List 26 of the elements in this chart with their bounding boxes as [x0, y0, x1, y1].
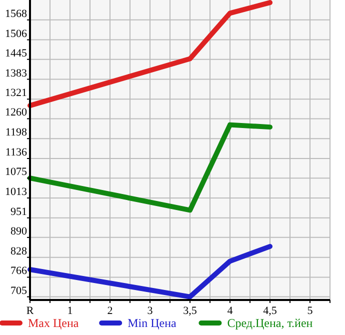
y-tick-label: 1075 — [5, 166, 28, 178]
y-tick-label: 705 — [10, 284, 28, 297]
y-tick-label: 1568 — [5, 8, 28, 20]
x-tick-label: 2 — [107, 305, 113, 317]
y-tick-label: 766 — [10, 265, 28, 278]
y-tick-label: 1445 — [5, 47, 28, 60]
x-tick-label: 1 — [67, 305, 73, 317]
x-tick-label: 4 — [227, 305, 234, 317]
y-tick-label: 1136 — [5, 146, 28, 159]
y-tick-label: 951 — [10, 206, 27, 218]
legend-label: Сред.Цена, т.йен — [227, 316, 314, 330]
y-tick-label: 890 — [10, 225, 28, 238]
x-tick-label: R — [26, 305, 34, 317]
x-tick-label: 4,5 — [263, 305, 278, 317]
y-tick-label: 1013 — [5, 186, 28, 198]
legend-label: Max Цена — [28, 316, 80, 330]
y-tick-label: 1506 — [5, 28, 28, 40]
legend-label: Min Цена — [128, 316, 178, 330]
x-tick-label: 3,5 — [183, 305, 198, 317]
y-tick-label: 1383 — [5, 67, 28, 80]
y-tick-label: 1198 — [5, 126, 28, 139]
x-tick-label: 3 — [147, 305, 154, 317]
x-tick-label: 5 — [307, 305, 314, 317]
y-tick-label: 828 — [10, 245, 28, 258]
y-tick-label: 1260 — [5, 106, 28, 119]
y-tick-label: 1321 — [5, 87, 27, 100]
